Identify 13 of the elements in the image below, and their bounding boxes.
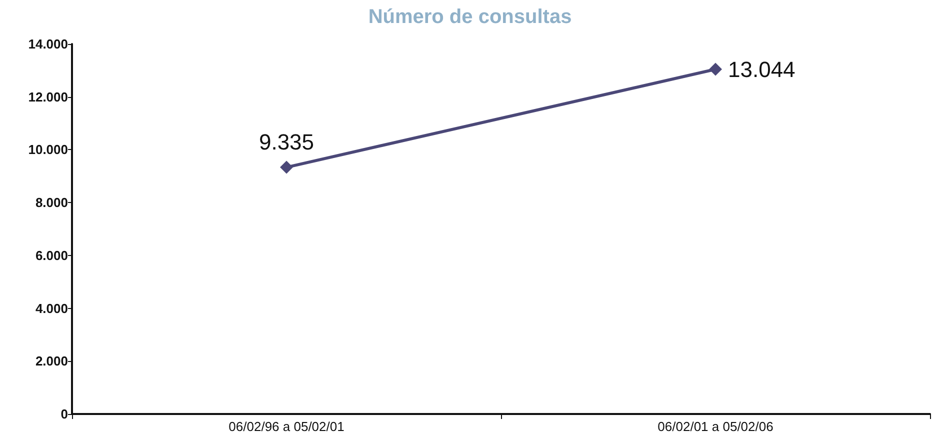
x-tick-label: 06/02/96 a 05/02/01 xyxy=(228,419,344,434)
y-tick-label: 10.000 xyxy=(28,142,68,158)
y-tick-label: 4.000 xyxy=(35,300,68,316)
y-tick-label: 14.000 xyxy=(28,36,68,52)
chart-title: Número de consultas xyxy=(368,6,572,28)
y-tick-label: 12.000 xyxy=(28,89,68,104)
y-tick-label: 2.000 xyxy=(35,354,68,369)
y-tick-label: 8.000 xyxy=(35,195,68,210)
x-tick-label: 06/02/01 a 05/02/06 xyxy=(658,419,774,434)
data-label: 13.044 xyxy=(728,56,796,82)
data-label: 9.335 xyxy=(258,129,314,154)
y-tick-label: 0 xyxy=(60,406,68,422)
y-tick-label: 6.000 xyxy=(35,248,68,263)
